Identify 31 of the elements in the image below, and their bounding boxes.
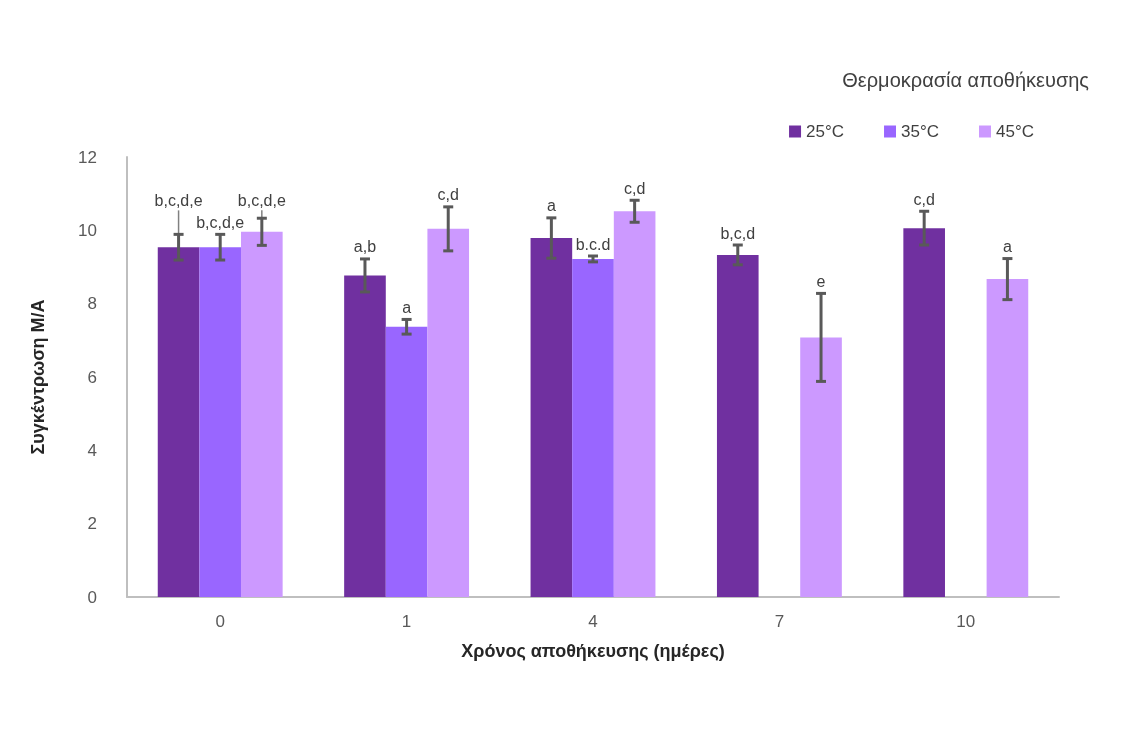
legend-label: 25°C: [806, 122, 845, 141]
x-tick-label: 0: [215, 612, 225, 631]
y-tick-label: 2: [87, 514, 97, 534]
y-tick-label: 6: [87, 367, 97, 387]
y-tick-label: 10: [78, 220, 97, 240]
y-tick-label: 12: [78, 147, 97, 167]
data-label: b,c,d,e: [154, 191, 203, 209]
x-axis-title: Χρόνος αποθήκευσης (ημέρες): [461, 641, 725, 661]
data-label: c,d: [913, 190, 935, 208]
x-tick-label: 4: [588, 612, 598, 631]
legend-label: 45°C: [996, 122, 1034, 141]
data-label: c,d: [437, 186, 459, 204]
legend-title: Θερμοκρασία αποθήκευσης: [842, 69, 1090, 91]
data-label: b,c,d,e: [237, 191, 286, 209]
x-tick-label: 10: [956, 612, 976, 631]
y-tick-label: 4: [87, 440, 97, 460]
x-tick-label: 1: [401, 612, 412, 631]
data-label: a: [546, 197, 556, 215]
data-label: e: [816, 272, 826, 290]
y-axis-title: Συγκέντρωση Μ/Α: [28, 299, 48, 455]
x-tick-label: 7: [774, 612, 785, 631]
data-label: b,c,d: [720, 224, 756, 242]
data-label: b,c,d,e: [196, 213, 245, 231]
y-tick-label: 0: [87, 587, 97, 607]
data-label: a: [1002, 238, 1012, 256]
data-label: c,d: [623, 179, 646, 197]
y-tick-label: 8: [87, 294, 97, 314]
data-label: b.c.d: [575, 235, 611, 253]
data-label: a: [402, 298, 412, 316]
legend-label: 35°C: [901, 122, 940, 141]
data-label: a,b: [353, 238, 377, 256]
